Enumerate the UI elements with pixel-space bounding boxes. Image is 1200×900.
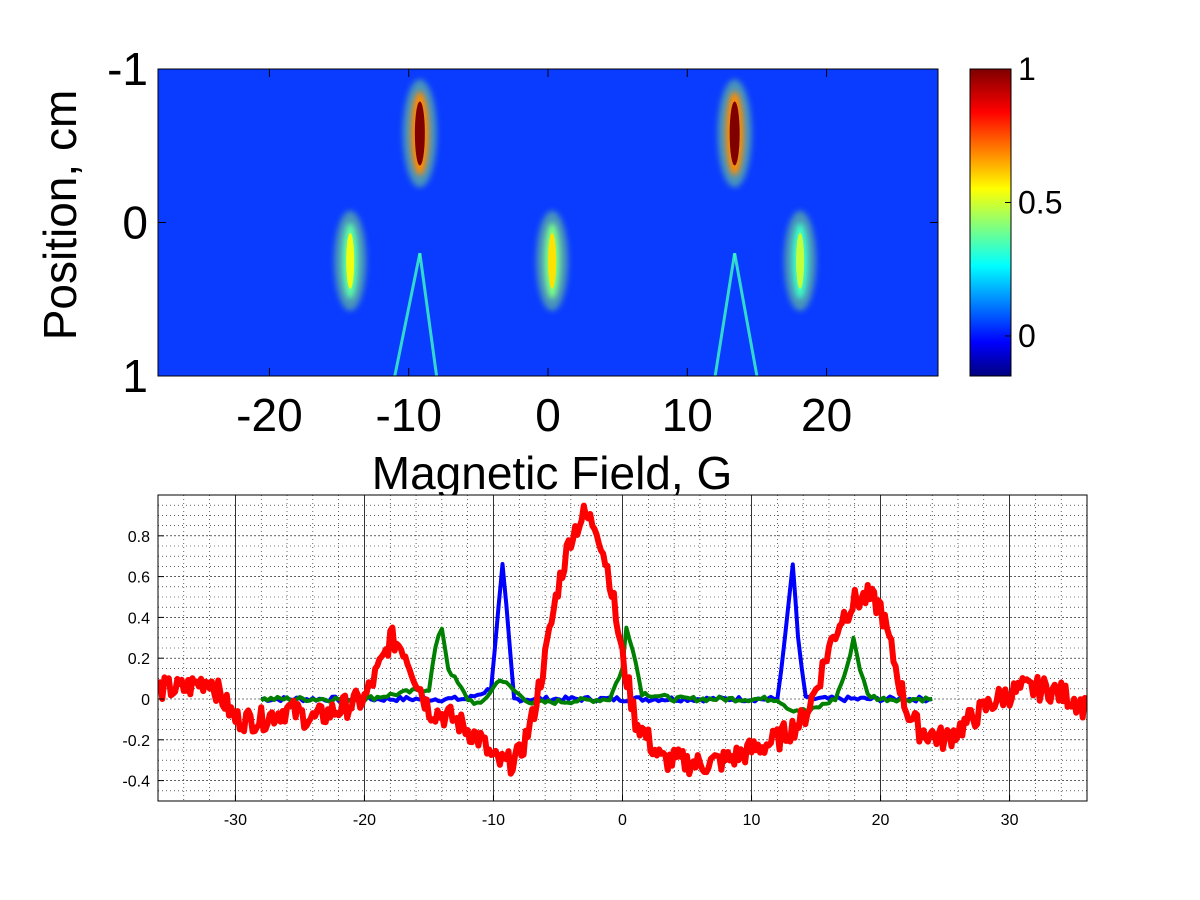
heatmap-ticks: -20 -10 0 10 20-101: [107, 43, 938, 441]
colorbar-gradient: [969, 68, 1012, 377]
line-y-tick-label-3: 0.2: [128, 651, 150, 668]
colorbar-tick-label-1: 0.5: [1018, 184, 1062, 220]
colorbar: 00.51: [969, 51, 1062, 377]
line-series-1: [260, 625, 933, 714]
line-y-tick-label-5: 0.6: [128, 570, 150, 587]
heatmap-streak-8: [733, 252, 759, 376]
heatmap-features: [334, 79, 817, 376]
heatmap-y-label: Position, cm: [34, 90, 86, 341]
heatmap-y-tick-label-2: 1: [122, 350, 148, 402]
line-x-tick-label-2: -10: [482, 812, 505, 829]
heatmap-spot-core-3: [548, 232, 557, 289]
line-y-tick-label-0: -0.4: [122, 774, 150, 791]
heatmap-y-tick-label-1: 0: [122, 197, 148, 249]
line-ticks: -30 -20 -10 0 10 20 30 -0.4 -0.2 0 0.2 0.4 0.6 0.8: [122, 529, 1018, 829]
line-y-tick-label-6: 0.8: [128, 529, 150, 546]
heatmap-x-tick-label-0: -20: [236, 389, 302, 441]
heatmap-panel: -20 -10 0 10 20-101 Magnetic Field, G Positi…: [34, 43, 939, 499]
line-y-tick-label-2: 0: [141, 692, 150, 709]
line-x-tick-label-3: 0: [618, 812, 627, 829]
line-x-tick-label-4: 10: [743, 812, 761, 829]
heatmap-x-label: Magnetic Field, G: [372, 447, 732, 499]
line-x-tick-label-0: -30: [224, 812, 247, 829]
heatmap-spot-core-2: [346, 232, 355, 289]
heatmap-x-tick-label-4: 20: [801, 389, 852, 441]
line-x-tick-label-5: 20: [872, 812, 890, 829]
heatmap-y-tick-label-0: -1: [107, 43, 148, 95]
line-panel: -30 -20 -10 0 10 20 30 -0.4 -0.2 0 0.2 0.4 0.6 0.8: [122, 494, 1088, 829]
line-series-group: [158, 502, 1087, 778]
heatmap-x-tick-label-1: -10: [375, 389, 441, 441]
heatmap-streak-6: [418, 252, 439, 376]
colorbar-ticks: 00.51: [1005, 51, 1062, 354]
heatmap-x-tick-label-2: 0: [535, 389, 561, 441]
heatmap-streak-5: [393, 252, 422, 376]
heatmap-x-tick-label-3: 10: [662, 389, 713, 441]
line-x-tick-label-6: 30: [1001, 812, 1019, 829]
heatmap-streak-7: [713, 252, 737, 376]
line-y-tick-label-1: -0.2: [122, 733, 150, 750]
line-series-2: [158, 502, 1087, 778]
line-y-tick-label-4: 0.4: [128, 610, 150, 627]
heatmap-spot-core-0: [414, 101, 425, 166]
line-x-tick-label-1: -20: [353, 812, 376, 829]
heatmap-spot-core-4: [796, 232, 805, 289]
heatmap-spot-core-1: [729, 101, 740, 166]
colorbar-tick-label-2: 1: [1018, 51, 1036, 87]
colorbar-tick-label-0: 0: [1018, 318, 1036, 354]
